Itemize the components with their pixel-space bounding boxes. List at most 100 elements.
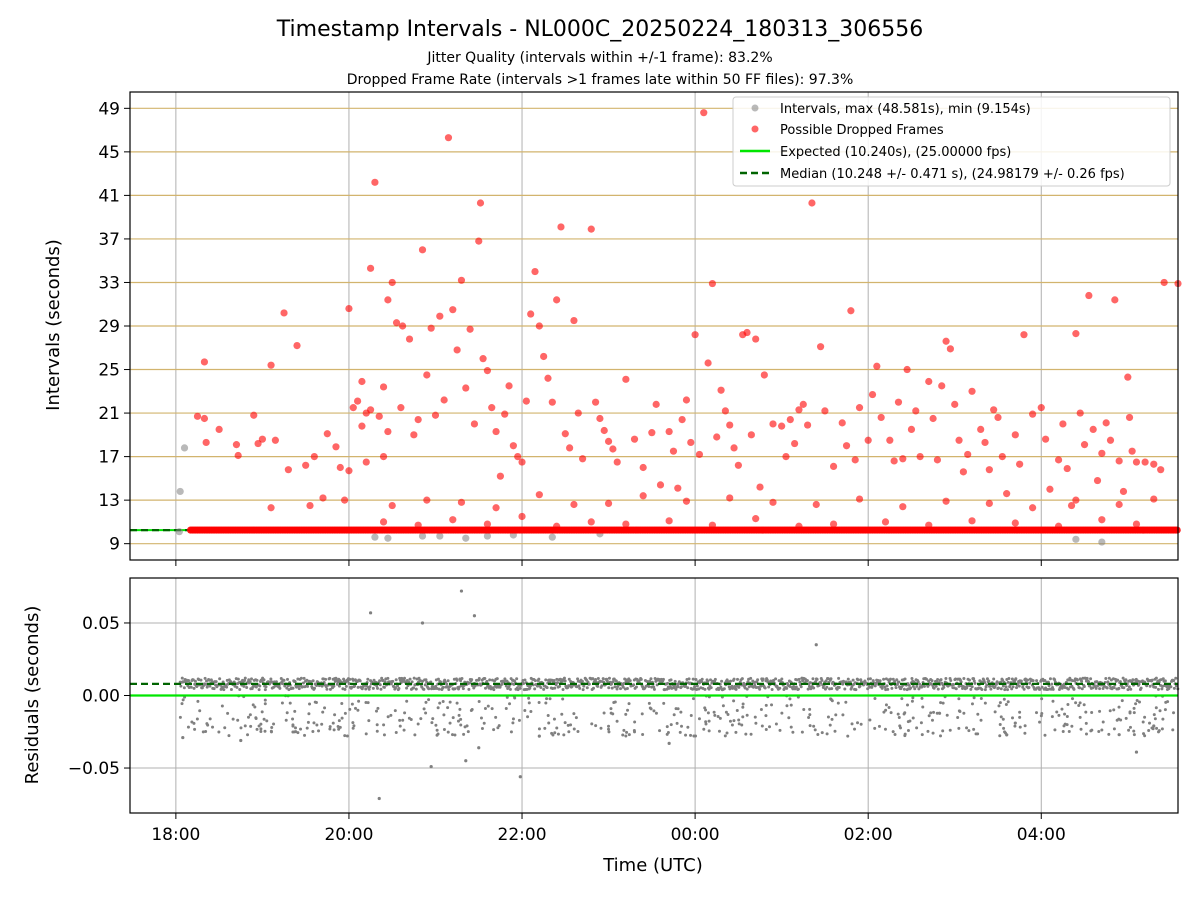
- residual-point: [906, 703, 910, 707]
- residual-outlier-point: [1013, 721, 1017, 725]
- residual-point: [306, 720, 310, 724]
- residual-point: [1019, 679, 1023, 683]
- residual-point: [414, 687, 418, 691]
- dropped-frame-point: [1141, 458, 1149, 466]
- residual-point: [882, 677, 886, 681]
- residual-point: [686, 725, 690, 729]
- residual-point: [351, 726, 355, 730]
- residual-point: [434, 723, 438, 727]
- residual-point: [527, 701, 531, 705]
- residuals-y-label: Residuals (seconds): [22, 606, 43, 785]
- residuals-x-tick-label: 04:00: [1017, 825, 1066, 845]
- residual-point: [375, 723, 379, 727]
- dropped-frame-point: [399, 322, 407, 330]
- dropped-frame-point: [829, 462, 838, 470]
- residual-point: [972, 727, 976, 731]
- residual-point: [972, 679, 976, 683]
- residual-point: [907, 683, 911, 687]
- residual-point: [312, 721, 316, 725]
- dropped-frame-point: [570, 500, 578, 509]
- residual-point: [687, 677, 691, 681]
- residual-point: [423, 683, 427, 687]
- residual-point: [983, 688, 987, 692]
- residual-point: [808, 707, 812, 711]
- residual-point: [689, 714, 693, 718]
- residual-point: [704, 722, 708, 726]
- residual-point: [328, 725, 332, 729]
- residual-point: [570, 684, 574, 688]
- residual-point: [850, 722, 854, 726]
- residual-point: [1018, 725, 1022, 729]
- residual-point: [340, 716, 344, 720]
- residual-point: [488, 678, 492, 682]
- residual-point: [462, 732, 466, 736]
- dropped-frame-point: [436, 312, 444, 320]
- residual-point: [376, 706, 380, 710]
- residual-point: [918, 682, 922, 686]
- dropped-frame-point: [431, 411, 440, 419]
- residual-point: [1011, 716, 1015, 720]
- dropped-frame-point: [700, 109, 708, 117]
- residual-point: [700, 680, 704, 684]
- residual-point: [458, 707, 462, 711]
- residual-point: [897, 680, 901, 684]
- dropped-frame-point: [981, 438, 989, 447]
- dropped-frame-point: [1080, 441, 1089, 449]
- dropped-frame-point: [743, 328, 751, 337]
- residual-point: [672, 686, 676, 690]
- residual-point: [942, 685, 946, 689]
- residual-point: [455, 678, 459, 682]
- intervals-axes-frame: [129, 91, 1179, 561]
- dropped-frame-point: [341, 496, 349, 504]
- residual-point: [382, 733, 386, 737]
- dropped-frame-point: [293, 341, 301, 350]
- residual-point: [737, 685, 741, 689]
- dropped-frame-point: [587, 225, 595, 233]
- residual-point: [320, 684, 324, 688]
- residual-point: [825, 685, 829, 689]
- residual-point: [1062, 724, 1066, 728]
- residual-point: [1154, 706, 1158, 710]
- residual-outlier-point: [667, 741, 671, 745]
- dropped-frame-point: [518, 512, 526, 521]
- residual-point: [1128, 725, 1132, 729]
- dropped-frame-point: [990, 406, 998, 414]
- residual-point: [893, 732, 897, 736]
- residual-point: [544, 701, 548, 705]
- dropped-frame-point: [267, 361, 275, 369]
- dropped-frame-point: [544, 374, 552, 382]
- dropped-frame-point: [379, 383, 388, 391]
- residual-point: [291, 717, 295, 721]
- dropped-frame-point: [453, 346, 461, 354]
- residual-point: [314, 700, 318, 704]
- residual-point: [293, 680, 297, 684]
- residual-point: [1070, 724, 1074, 728]
- residual-point: [761, 677, 765, 681]
- residual-point: [691, 697, 695, 701]
- residual-point: [569, 723, 573, 727]
- dropped-frame-point: [579, 455, 587, 463]
- residual-point: [868, 677, 872, 681]
- residual-point: [915, 726, 919, 730]
- residual-point: [401, 718, 405, 722]
- dropped-frame-point: [730, 444, 738, 452]
- dropped-frame-point: [925, 377, 933, 386]
- residual-point: [243, 678, 247, 682]
- residual-point: [707, 719, 711, 723]
- residual-point: [1124, 716, 1128, 720]
- residual-point: [199, 678, 203, 682]
- dropped-frame-point: [907, 425, 916, 433]
- residual-point: [494, 715, 498, 719]
- dropped-frame-point: [405, 335, 414, 343]
- residual-point: [529, 684, 533, 688]
- residual-point: [590, 722, 594, 726]
- residual-point: [409, 717, 413, 721]
- residual-point: [1118, 680, 1122, 684]
- residual-point: [819, 681, 823, 685]
- residual-point: [884, 703, 888, 707]
- residual-point: [704, 720, 708, 724]
- intervals-plot: 9 13 17 21 25 29 33 37 41 45 49: [98, 91, 1182, 566]
- residual-point: [1087, 680, 1091, 684]
- residual-point: [780, 677, 784, 681]
- residual-point: [957, 684, 961, 688]
